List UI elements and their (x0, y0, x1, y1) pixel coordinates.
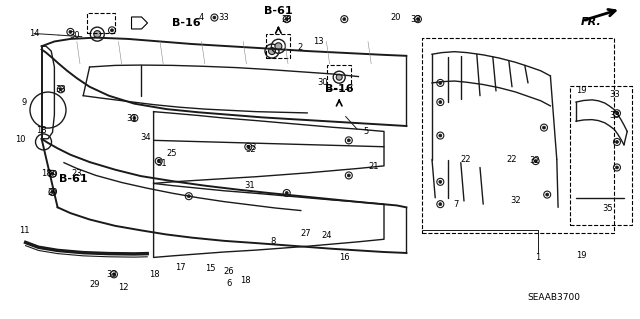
Text: 30: 30 (69, 31, 79, 40)
Text: 31: 31 (156, 159, 166, 168)
Text: 5: 5 (364, 127, 369, 136)
Text: FR.: FR. (581, 17, 602, 27)
Circle shape (157, 160, 160, 163)
Circle shape (439, 180, 442, 183)
Circle shape (439, 100, 442, 104)
Text: 11: 11 (19, 226, 29, 235)
Circle shape (111, 29, 113, 32)
Text: 23: 23 (72, 169, 82, 178)
Text: B-61: B-61 (264, 6, 292, 16)
Circle shape (247, 145, 250, 148)
Circle shape (69, 30, 72, 33)
Text: 16: 16 (339, 253, 349, 262)
Text: 33: 33 (106, 271, 116, 279)
Circle shape (60, 88, 62, 91)
Text: 7: 7 (453, 200, 458, 209)
Text: 33: 33 (609, 111, 620, 120)
Text: 18: 18 (240, 276, 250, 285)
Circle shape (213, 16, 216, 19)
Circle shape (269, 48, 275, 55)
Text: 34: 34 (141, 133, 151, 142)
Text: 32: 32 (510, 196, 520, 205)
Circle shape (616, 140, 618, 144)
Text: 30: 30 (317, 78, 328, 87)
Text: 28: 28 (282, 15, 292, 24)
Circle shape (534, 160, 537, 163)
Text: 25: 25 (166, 149, 177, 158)
Circle shape (616, 112, 618, 115)
Circle shape (343, 18, 346, 21)
Circle shape (94, 31, 100, 38)
Text: 8: 8 (271, 237, 276, 246)
Circle shape (543, 126, 545, 129)
Bar (422, 38, 614, 233)
Bar (87, 13, 115, 33)
Circle shape (546, 193, 548, 196)
Circle shape (51, 172, 54, 175)
Text: 27: 27 (301, 229, 311, 238)
Text: 29: 29 (47, 189, 58, 197)
Circle shape (336, 74, 342, 80)
Circle shape (188, 195, 190, 198)
Text: 15: 15 (205, 264, 215, 273)
Text: 32: 32 (529, 156, 540, 165)
Text: 18: 18 (41, 169, 51, 178)
Text: 22: 22 (507, 155, 517, 164)
Text: 4: 4 (199, 13, 204, 22)
Text: 33: 33 (219, 13, 229, 22)
Circle shape (439, 81, 442, 85)
Text: 33: 33 (609, 90, 620, 99)
Text: 18: 18 (36, 126, 47, 135)
Text: 24: 24 (321, 231, 332, 240)
Text: 20: 20 (390, 13, 401, 22)
Text: 31: 31 (244, 181, 255, 190)
Text: B-61: B-61 (60, 174, 88, 184)
FancyArrowPatch shape (585, 10, 615, 20)
Circle shape (285, 191, 288, 195)
Circle shape (439, 203, 442, 206)
Text: 26: 26 (224, 267, 234, 276)
Text: 6: 6 (227, 279, 232, 288)
Circle shape (417, 18, 419, 21)
Text: 32: 32 (246, 145, 256, 154)
Circle shape (348, 174, 350, 177)
Text: 29: 29 (47, 170, 58, 179)
Text: 33: 33 (411, 15, 421, 24)
Bar (327, 65, 351, 89)
Bar (266, 34, 291, 58)
Circle shape (113, 273, 115, 276)
Text: 35: 35 (603, 204, 613, 213)
Text: 3: 3 (250, 143, 255, 152)
Text: 17: 17 (175, 263, 186, 271)
Text: 29: 29 (90, 280, 100, 289)
Text: SEAAB3700: SEAAB3700 (527, 293, 580, 302)
Text: 2: 2 (297, 43, 302, 52)
Text: 21: 21 (369, 162, 379, 171)
Circle shape (348, 139, 350, 142)
Circle shape (616, 166, 618, 169)
Circle shape (133, 116, 136, 120)
Text: 22: 22 (461, 155, 471, 164)
Text: 1: 1 (535, 253, 540, 262)
Text: 18: 18 (150, 271, 160, 279)
Text: 10: 10 (15, 135, 26, 144)
Circle shape (439, 134, 442, 137)
Circle shape (285, 18, 288, 21)
Text: 13: 13 (313, 37, 323, 46)
Text: 14: 14 (29, 29, 39, 38)
Text: 31: 31 (126, 114, 136, 123)
Text: 12: 12 (118, 283, 128, 292)
Bar (570, 86, 632, 225)
Text: 19: 19 (576, 251, 586, 260)
Circle shape (51, 190, 54, 194)
Circle shape (275, 43, 282, 50)
Text: 33: 33 (56, 85, 66, 94)
Text: 9: 9 (22, 98, 27, 107)
Text: B-16: B-16 (172, 18, 200, 28)
Text: 19: 19 (576, 86, 586, 95)
Text: B-16: B-16 (325, 84, 353, 94)
